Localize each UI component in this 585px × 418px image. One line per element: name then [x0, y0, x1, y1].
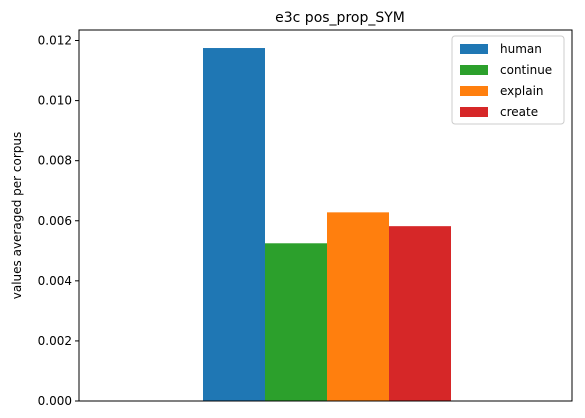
legend-label-create: create	[500, 105, 538, 119]
legend: human continue explain create	[451, 35, 565, 125]
legend-box	[451, 35, 565, 125]
legend-label-continue: continue	[500, 63, 552, 77]
legend-swatch-create	[460, 107, 488, 117]
legend-label-human: human	[500, 42, 542, 56]
plot-frame	[78, 29, 573, 402]
bar-continue	[265, 243, 327, 401]
bar-human	[203, 48, 265, 401]
y-tick-label: 0.010	[38, 94, 72, 108]
bar-explain	[327, 212, 389, 401]
legend-swatch-continue	[460, 65, 488, 75]
legend-label-explain: explain	[500, 84, 544, 98]
bar-create	[389, 226, 451, 401]
y-tick-label: 0.008	[38, 154, 72, 168]
y-tick-label: 0.012	[38, 34, 72, 48]
legend-swatch-human	[460, 44, 488, 54]
y-tick-label: 0.006	[38, 214, 72, 228]
y-axis: 0.000 0.002 0.004 0.006 0.008 0.010 0.012	[38, 34, 79, 408]
y-tick-label: 0.000	[38, 394, 72, 408]
legend-swatch-explain	[460, 86, 488, 96]
y-axis-label: values averaged per corpus	[10, 132, 24, 300]
y-tick-label: 0.004	[38, 274, 72, 288]
bars-group	[203, 48, 451, 401]
y-tick-label: 0.002	[38, 334, 72, 348]
chart-title: e3c pos_prop_SYM	[275, 10, 405, 26]
